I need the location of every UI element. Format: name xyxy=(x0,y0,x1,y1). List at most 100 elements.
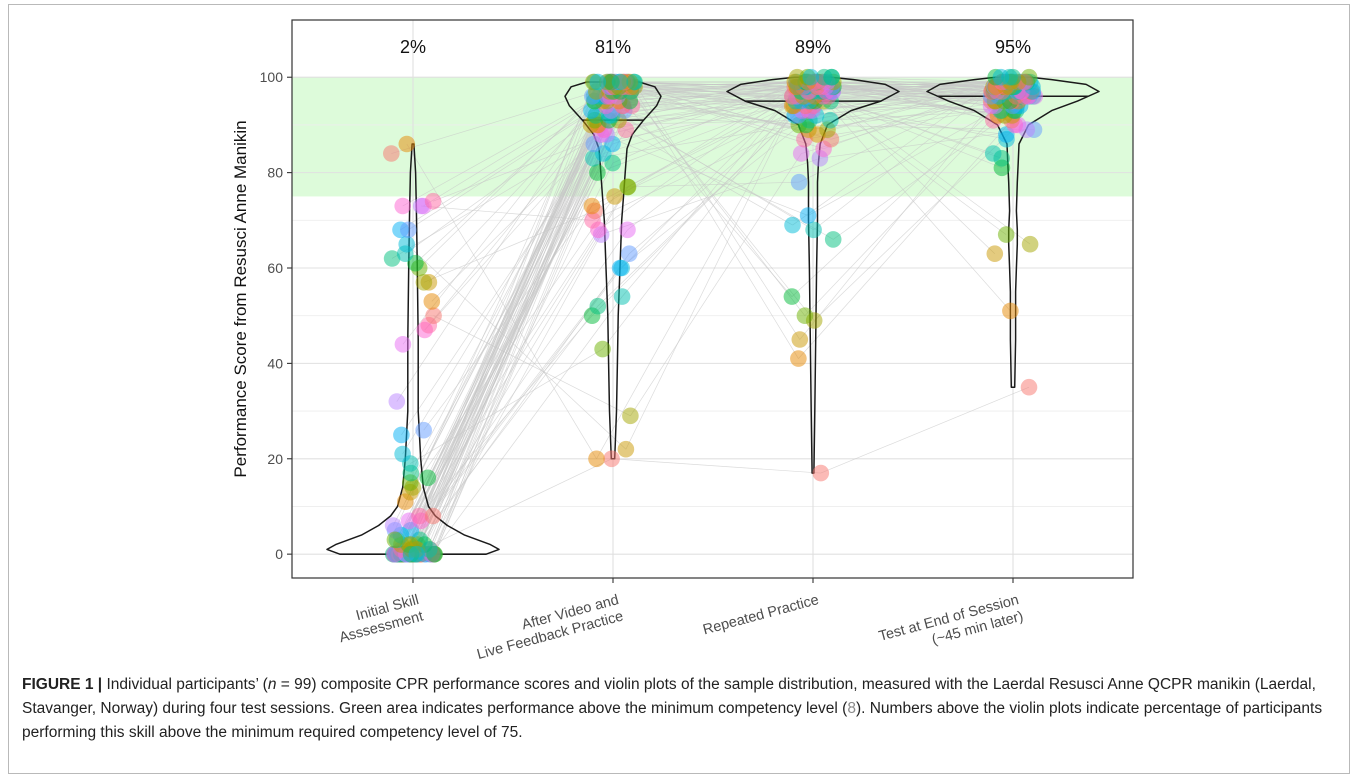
participant-line xyxy=(596,100,796,459)
participant-point xyxy=(611,73,629,91)
y-tick-label: 60 xyxy=(267,260,283,276)
participant-line xyxy=(621,86,801,297)
participant-line xyxy=(396,96,600,402)
y-tick-label: 40 xyxy=(267,355,283,371)
figure-caption: FIGURE 1 | Individual participants’ (n =… xyxy=(22,673,1340,745)
participant-point xyxy=(425,307,442,325)
participant-line xyxy=(396,105,607,540)
participant-point xyxy=(824,231,842,248)
participant-point xyxy=(984,145,1002,162)
percent-label-1: 2% xyxy=(400,37,426,57)
participant-line xyxy=(394,229,599,541)
participant-point xyxy=(622,407,639,425)
participant-line xyxy=(428,86,616,283)
participant-line xyxy=(424,129,605,331)
participant-point xyxy=(799,207,817,224)
participant-line xyxy=(807,76,1015,126)
participant-point xyxy=(611,259,629,277)
participant-point xyxy=(1020,68,1038,86)
participant-point xyxy=(419,469,437,487)
participant-line xyxy=(423,100,595,207)
participant-point xyxy=(822,111,839,129)
participant-line xyxy=(824,76,1012,83)
participant-line xyxy=(423,210,595,283)
figure-frame xyxy=(8,4,1350,774)
participant-point xyxy=(384,517,402,534)
participant-point xyxy=(792,145,810,162)
participant-line xyxy=(628,181,800,188)
participant-line xyxy=(807,81,1011,312)
participant-point xyxy=(1002,302,1019,320)
participant-line xyxy=(805,105,1017,111)
participant-line xyxy=(409,100,620,555)
participant-line xyxy=(817,81,994,88)
participant-point xyxy=(398,135,416,153)
participant-point xyxy=(400,221,417,239)
caption-text-2: = 99) composite CPR performance scores a… xyxy=(22,676,1316,717)
participant-point xyxy=(619,178,637,196)
percent-label-2: 81% xyxy=(595,37,631,57)
percent-label-4: 95% xyxy=(995,37,1031,57)
participant-point xyxy=(621,245,638,262)
participant-line xyxy=(391,91,597,154)
participant-point xyxy=(583,197,601,215)
y-tick-label: 80 xyxy=(267,165,283,181)
participant-point xyxy=(398,235,416,253)
participant-line xyxy=(412,458,612,555)
participant-line xyxy=(423,205,593,431)
participant-line xyxy=(621,76,812,269)
participant-point xyxy=(594,340,611,358)
participant-point xyxy=(421,541,438,558)
participant-line xyxy=(815,81,996,254)
participant-line xyxy=(814,95,1002,111)
x-tick-label-line1: Repeated Practice xyxy=(701,592,820,638)
participant-line xyxy=(798,124,1035,131)
participant-line xyxy=(420,162,614,555)
participant-line xyxy=(597,119,810,126)
participant-line xyxy=(815,100,1007,140)
participant-point xyxy=(394,197,412,215)
participant-point xyxy=(796,307,814,325)
participant-point xyxy=(589,164,606,181)
participant-line xyxy=(625,86,815,321)
participant-line xyxy=(833,105,1021,240)
participant-point xyxy=(394,445,411,463)
participant-line xyxy=(608,119,793,226)
participant-line xyxy=(622,81,809,102)
y-tick-label: 100 xyxy=(260,69,284,85)
participant-line xyxy=(633,81,801,340)
y-tick-label: 0 xyxy=(275,546,283,562)
participant-point xyxy=(383,250,401,267)
participant-line xyxy=(433,315,631,417)
caption-reference: 8 xyxy=(847,700,856,717)
x-tick-label-4: Test at End of Session(~45 min later) xyxy=(877,592,1025,648)
participant-point xyxy=(589,297,607,315)
participant-point xyxy=(603,450,620,468)
participant-point xyxy=(613,288,631,305)
participant-point xyxy=(784,216,801,234)
participant-line xyxy=(831,86,998,116)
participant-line xyxy=(416,91,610,555)
participant-line xyxy=(614,91,793,297)
participant-point xyxy=(790,350,807,367)
participant-line xyxy=(832,91,992,102)
participant-line xyxy=(620,91,814,107)
participant-line xyxy=(625,86,804,450)
participant-line xyxy=(615,81,801,102)
caption-text-3: ). Numbers above the violin plots indica… xyxy=(22,700,1323,741)
participant-line xyxy=(629,81,799,359)
participant-point xyxy=(1020,378,1038,396)
participant-line xyxy=(410,348,603,464)
participant-point xyxy=(619,221,636,239)
participant-point xyxy=(424,507,442,525)
participant-point xyxy=(423,293,441,310)
participant-line xyxy=(406,243,627,450)
y-tick-label: 20 xyxy=(267,451,283,467)
participant-line xyxy=(809,91,1003,169)
participant-point xyxy=(791,331,809,348)
participant-line xyxy=(432,134,607,202)
participant-line xyxy=(602,91,802,350)
participant-line xyxy=(411,186,629,550)
